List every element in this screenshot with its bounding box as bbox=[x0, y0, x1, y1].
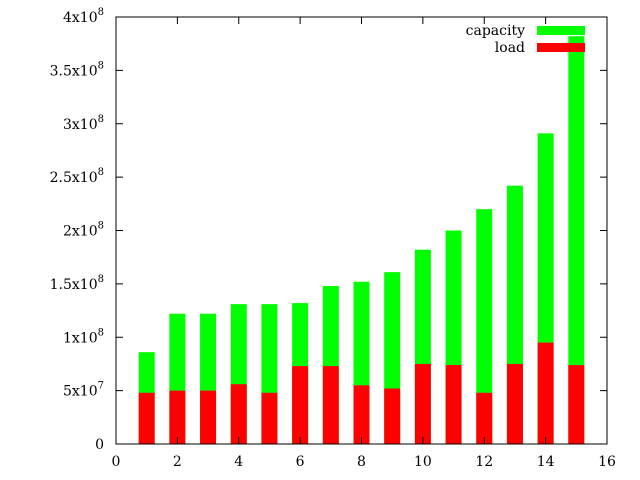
load-bar-2 bbox=[169, 390, 186, 444]
capacity-bar-15 bbox=[568, 36, 585, 445]
axis-ticks: 0 2 4 6 8 10 12 14 16 0 5x107 1x108 1.5x108 2x108 2.5x… bbox=[50, 7, 616, 470]
y-tick-label: 2.5x108 bbox=[50, 167, 104, 186]
x-tick-label: 14 bbox=[537, 454, 555, 470]
x-tick-label: 8 bbox=[357, 454, 366, 470]
load-bar-7 bbox=[322, 366, 339, 444]
x-tick-label: 16 bbox=[598, 454, 616, 470]
x-tick-label: 10 bbox=[414, 454, 432, 470]
y-tick-label: 0 bbox=[95, 437, 104, 453]
x-tick-label: 2 bbox=[173, 454, 182, 470]
x-tick-label: 12 bbox=[475, 454, 493, 470]
load-bar-1 bbox=[138, 392, 155, 444]
load-bar-12 bbox=[476, 392, 493, 444]
y-tick-label: 4x108 bbox=[63, 7, 104, 26]
y-tick-label: 5x107 bbox=[63, 381, 104, 400]
bars-layer bbox=[138, 36, 585, 445]
load-bar-4 bbox=[230, 384, 247, 444]
load-bar-8 bbox=[353, 385, 370, 444]
y-tick-label: 3x108 bbox=[63, 114, 104, 133]
y-tick-label: 2x108 bbox=[63, 221, 104, 240]
load-bar-5 bbox=[261, 392, 278, 444]
x-tick-label: 0 bbox=[112, 454, 121, 470]
capacity-bar-12 bbox=[476, 209, 493, 444]
load-bar-11 bbox=[445, 365, 462, 444]
y-tick-label: 1.5x108 bbox=[50, 274, 104, 293]
load-bar-15 bbox=[568, 365, 585, 444]
legend-swatch-capacity bbox=[537, 26, 585, 35]
x-tick-label: 4 bbox=[234, 454, 243, 470]
load-bar-14 bbox=[537, 342, 554, 444]
y-tick-label: 1x108 bbox=[63, 327, 104, 346]
y-tick-label: 3.5x108 bbox=[50, 60, 104, 79]
load-bar-9 bbox=[384, 388, 401, 444]
legend-label-capacity: capacity bbox=[466, 23, 525, 39]
load-bar-6 bbox=[292, 366, 309, 444]
x-tick-label: 6 bbox=[296, 454, 305, 470]
legend-label-load: load bbox=[495, 40, 525, 56]
load-bar-13 bbox=[506, 363, 523, 444]
load-bar-3 bbox=[200, 390, 217, 444]
legend-swatch-load bbox=[537, 43, 585, 52]
load-bar-10 bbox=[414, 363, 431, 444]
